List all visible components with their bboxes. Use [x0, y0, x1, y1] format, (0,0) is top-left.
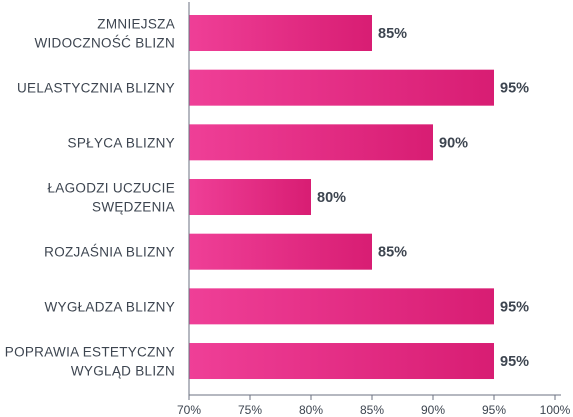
category-label-line: POPRAWIA ESTETYCZNY [5, 345, 175, 360]
value-label-2: 95% [500, 81, 529, 97]
x-tick-label: 100% [540, 403, 571, 417]
category-label-4: ŁAGODZI UCZUCIE SWĘDZENIA [47, 181, 175, 215]
category-label-6: WYGŁADZA BLIZNY [44, 299, 175, 314]
value-label-1: 85% [378, 26, 407, 42]
category-label-line: ZMNIEJSZA [97, 17, 175, 32]
category-label-line: UELASTYCZNIA BLIZNY [17, 81, 175, 96]
value-label-4: 80% [317, 190, 346, 206]
category-labels: ZMNIEJSZA WIDOCZNOŚĆ BLIZN UELASTYCZNIA BL… [5, 17, 175, 379]
bar-1 [189, 15, 372, 51]
value-label-5: 85% [378, 245, 407, 261]
bar-5 [189, 233, 372, 270]
category-label-5: ROZJAŚNIA BLIZNY [44, 245, 175, 260]
category-label-line: SWĘDZENIA [92, 200, 175, 215]
category-label-1: ZMNIEJSZA WIDOCZNOŚĆ BLIZN [34, 17, 175, 51]
bar-2 [189, 69, 494, 106]
bar-7 [189, 343, 494, 380]
x-tick-label: 80% [299, 403, 323, 417]
x-axis-ticks: 70% 75% 80% 85% 90% 95% 100% [177, 395, 571, 417]
x-tick-label: 70% [177, 403, 201, 417]
category-label-3: SPŁYCA BLIZNY [68, 135, 175, 150]
category-label-line: WIDOCZNOŚĆ BLIZN [34, 36, 175, 51]
x-tick-label: 95% [482, 403, 506, 417]
category-label-line: ŁAGODZI UCZUCIE [47, 181, 175, 196]
category-label-7: POPRAWIA ESTETYCZNY WYGLĄD BLIZN [5, 345, 175, 379]
x-tick-label: 75% [238, 403, 262, 417]
bar-4 [189, 179, 311, 216]
category-label-line: ROZJAŚNIA BLIZNY [44, 245, 175, 260]
category-label-line: WYGŁADZA BLIZNY [44, 299, 175, 314]
x-tick-label: 90% [421, 403, 445, 417]
value-labels: 85% 95% 90% 80% 85% 95% 95% [317, 26, 529, 370]
category-label-line: WYGLĄD BLIZN [71, 364, 175, 379]
bar-3 [189, 124, 433, 161]
category-label-2: UELASTYCZNIA BLIZNY [17, 81, 175, 96]
x-tick-label: 85% [360, 403, 384, 417]
bar-6 [189, 288, 494, 325]
category-label-line: SPŁYCA BLIZNY [68, 135, 175, 150]
bars-group [189, 15, 494, 380]
value-label-6: 95% [500, 299, 529, 315]
value-label-7: 95% [500, 354, 529, 370]
value-label-3: 90% [439, 135, 468, 151]
